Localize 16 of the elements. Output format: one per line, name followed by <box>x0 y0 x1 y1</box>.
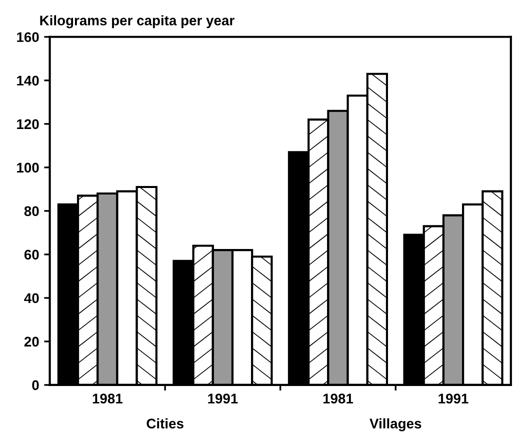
y-tick-label: 100 <box>17 162 39 173</box>
x-tick-label: 1991 <box>208 394 238 404</box>
x-tick-label: 1981 <box>92 394 122 404</box>
y-tick-label: 60 <box>24 250 39 260</box>
y-tick-label: 40 <box>24 293 39 304</box>
text: Villages <box>370 418 422 432</box>
y-tick-label: 160 <box>17 32 39 42</box>
x-tick-label: 1991 <box>438 394 468 404</box>
y-tick-label: 0 <box>32 380 39 390</box>
text: Cities <box>146 418 184 428</box>
y-tick-label: 140 <box>17 76 39 86</box>
y-axis-title: Kilograms per capita per year <box>40 15 234 28</box>
y-tick-label: 120 <box>17 119 39 130</box>
y-tick-label: 80 <box>24 206 39 216</box>
y-tick-label: 20 <box>24 336 39 347</box>
x-tick-label: 1981 <box>323 394 354 404</box>
